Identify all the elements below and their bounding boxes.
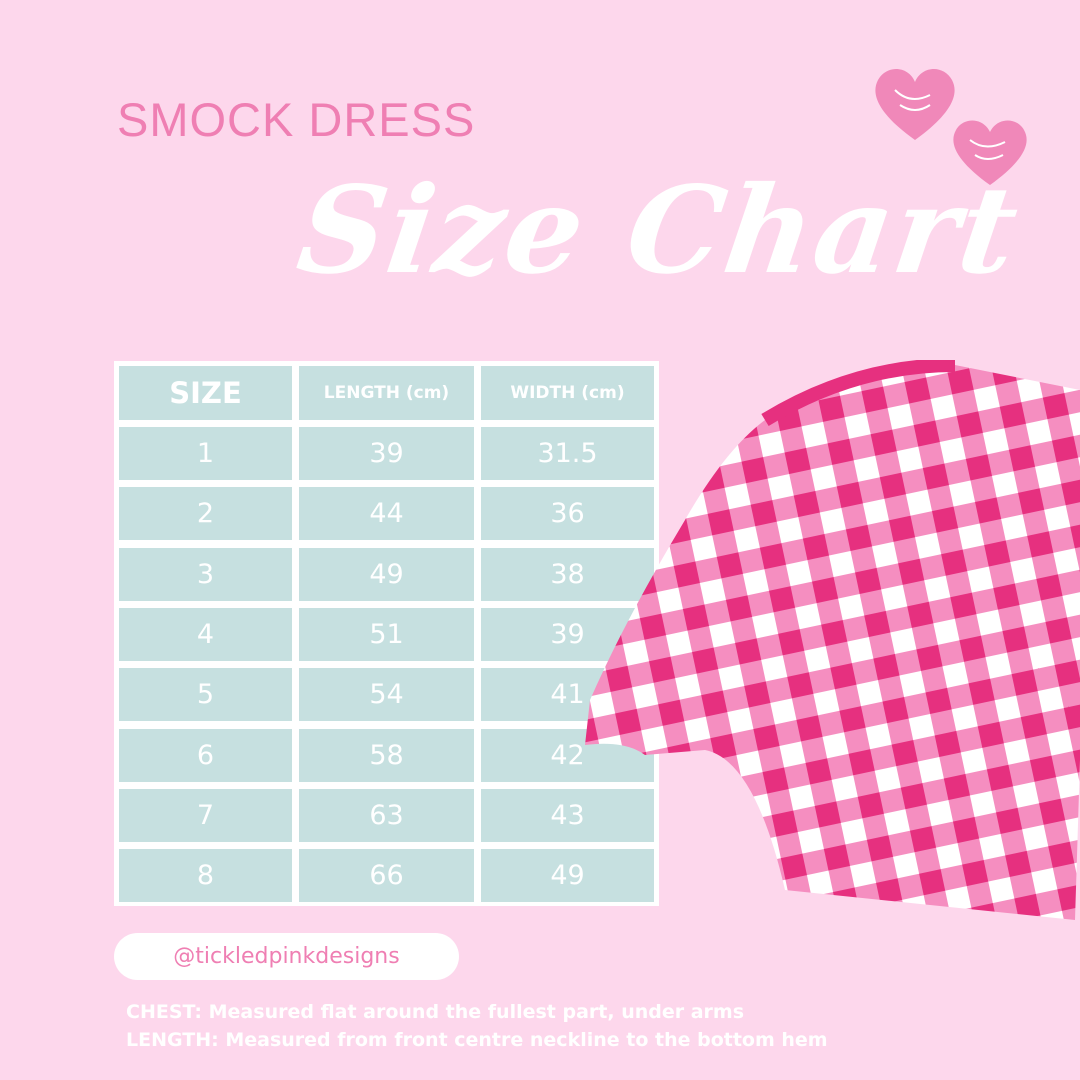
hearts-icon	[875, 68, 1027, 185]
note-chest: CHEST: Measured flat around the fullest …	[126, 1001, 745, 1023]
social-handle: @tickledpinkdesigns	[114, 933, 459, 980]
table-cell: 54	[299, 668, 474, 722]
table-cell: 44	[299, 487, 474, 541]
table-cell: 49	[299, 547, 474, 601]
table-cell: 4	[119, 607, 292, 661]
size-table: SIZE LENGTH (cm) WIDTH (cm) 1 39 31.5 2 44 36 3 49…	[114, 361, 659, 906]
table-cell: 66	[299, 849, 474, 903]
table-cell: 49	[481, 849, 654, 903]
table-cell: 5	[119, 668, 292, 722]
table-cell: 38	[481, 547, 654, 601]
column-header: SIZE	[119, 366, 292, 420]
table-cell: 43	[481, 788, 654, 842]
table-cell: 51	[299, 607, 474, 661]
table-cell: 58	[299, 728, 474, 782]
column-header: WIDTH (cm)	[481, 366, 654, 420]
table-cell: 1	[119, 427, 292, 480]
table-cell: 6	[119, 728, 292, 782]
column-header: LENGTH (cm)	[299, 366, 474, 420]
subtitle: SMOCK DRESS	[117, 93, 476, 146]
table-cell: 8	[119, 849, 292, 903]
table-cell: 63	[299, 788, 474, 842]
table-cell: 31.5	[481, 427, 654, 480]
note-length: LENGTH: Measured from front centre neckl…	[126, 1029, 828, 1051]
table-cell: 2	[119, 487, 292, 541]
table-cell: 7	[119, 788, 292, 842]
table-cell: 39	[299, 427, 474, 480]
measurement-notes: CHEST: Measured flat around the fullest …	[126, 998, 828, 1054]
table-cell: 3	[119, 547, 292, 601]
table-cell: 36	[481, 487, 654, 541]
dress-photo	[585, 360, 1080, 920]
